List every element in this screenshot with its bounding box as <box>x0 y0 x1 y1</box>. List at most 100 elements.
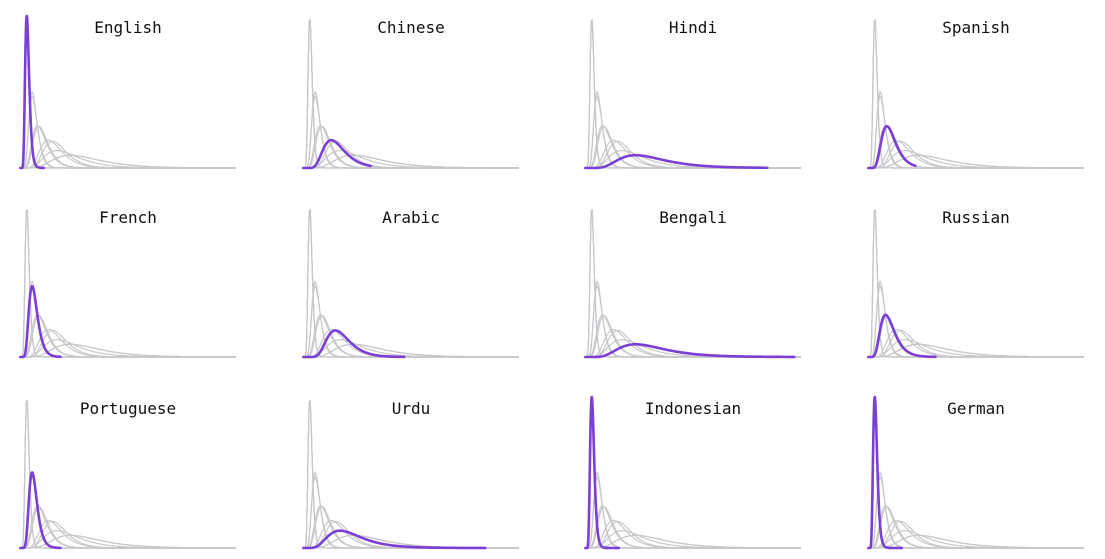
highlight-curve-indonesian <box>584 395 621 550</box>
background-curve-0 <box>20 209 236 358</box>
panel-title: Portuguese <box>80 399 176 418</box>
background-curve-3 <box>868 314 1084 358</box>
background-curve-7 <box>585 314 801 358</box>
background-curve-10 <box>585 400 801 549</box>
background-curve-8 <box>585 90 801 169</box>
background-curve-7 <box>868 125 1084 169</box>
highlight-curve-spanish <box>867 124 917 170</box>
background-curve-7 <box>303 125 519 169</box>
background-curve-4 <box>585 95 801 169</box>
background-curve-4 <box>20 475 236 549</box>
highlight-curve-bengali <box>584 343 796 359</box>
background-curve-11 <box>868 19 1084 169</box>
background-curve-4 <box>20 95 236 169</box>
background-curve-0 <box>303 400 519 549</box>
background-curve-11 <box>303 209 519 358</box>
background-curve-10 <box>303 19 519 169</box>
background-curve-10 <box>868 400 1084 549</box>
highlight-curve-german <box>867 395 904 550</box>
highlight-curve-arabic <box>302 329 406 359</box>
panel-title: German <box>947 399 1005 418</box>
background-curve-10 <box>303 400 519 549</box>
background-curve-0 <box>303 19 519 169</box>
background-curve-10 <box>868 209 1084 358</box>
highlight-curve-chinese <box>302 138 372 170</box>
highlight-curve-english <box>19 14 45 170</box>
background-curve-8 <box>585 470 801 549</box>
panel-title: Arabic <box>382 208 440 227</box>
background-curve-4 <box>303 284 519 358</box>
background-curve-0 <box>868 19 1084 169</box>
background-curve-7 <box>20 314 236 358</box>
background-curve-11 <box>303 400 519 549</box>
panel-title: Bengali <box>659 208 726 227</box>
panel-title: Hindi <box>669 18 717 37</box>
background-curve-11 <box>868 209 1084 358</box>
background-curve-7 <box>585 125 801 169</box>
background-curve-10 <box>868 19 1084 169</box>
panel-indonesian: Indonesian <box>584 395 801 550</box>
panel-portuguese: Portuguese <box>19 399 236 550</box>
background-curve-3 <box>585 125 801 169</box>
background-curve-4 <box>585 475 801 549</box>
panel-russian: Russian <box>867 208 1084 359</box>
background-curve-8 <box>303 90 519 169</box>
background-curve-0 <box>868 209 1084 358</box>
background-curve-4 <box>303 95 519 169</box>
background-curve-4 <box>303 475 519 549</box>
background-curve-11 <box>20 209 236 358</box>
background-curve-7 <box>303 314 519 358</box>
background-curve-8 <box>20 90 236 169</box>
background-curve-0 <box>20 400 236 549</box>
background-curve-7 <box>868 505 1084 549</box>
panel-urdu: Urdu <box>302 399 519 550</box>
background-curve-0 <box>585 209 801 358</box>
highlight-curve-portuguese <box>19 471 62 550</box>
panel-chinese: Chinese <box>302 18 519 170</box>
background-curve-0 <box>868 400 1084 549</box>
background-curve-0 <box>585 400 801 549</box>
highlight-curve-russian <box>867 313 937 359</box>
background-curve-8 <box>868 90 1084 169</box>
background-curve-3 <box>303 505 519 549</box>
panel-title: French <box>99 208 157 227</box>
background-curve-8 <box>868 470 1084 549</box>
background-curve-4 <box>585 284 801 358</box>
panel-french: French <box>19 208 236 359</box>
background-curve-3 <box>303 314 519 358</box>
panel-english: English <box>19 14 236 170</box>
panel-arabic: Arabic <box>302 208 519 359</box>
background-curve-0 <box>20 19 236 169</box>
background-curve-0 <box>303 209 519 358</box>
background-curve-7 <box>20 505 236 549</box>
panel-spanish: Spanish <box>867 18 1084 170</box>
panel-title: Russian <box>942 208 1009 227</box>
background-curve-3 <box>303 125 519 169</box>
background-curve-3 <box>20 125 236 169</box>
background-curve-11 <box>20 400 236 549</box>
background-curve-3 <box>20 505 236 549</box>
background-curve-8 <box>303 279 519 358</box>
background-curve-7 <box>585 505 801 549</box>
background-curve-11 <box>868 400 1084 549</box>
background-curve-4 <box>868 95 1084 169</box>
panel-title: English <box>94 18 161 37</box>
background-curve-8 <box>20 279 236 358</box>
panel-bengali: Bengali <box>584 208 801 359</box>
background-curve-4 <box>868 475 1084 549</box>
background-curve-4 <box>20 284 236 358</box>
background-curve-10 <box>585 209 801 358</box>
highlight-curve-hindi <box>584 153 769 170</box>
background-curve-7 <box>868 314 1084 358</box>
panel-title: Urdu <box>392 399 431 418</box>
panel-german: German <box>867 395 1084 550</box>
background-curve-10 <box>585 19 801 169</box>
background-curve-11 <box>585 209 801 358</box>
background-curve-3 <box>868 505 1084 549</box>
panel-hindi: Hindi <box>584 18 801 170</box>
background-curve-7 <box>303 505 519 549</box>
background-curve-11 <box>20 19 236 169</box>
background-curve-8 <box>585 279 801 358</box>
background-curve-8 <box>20 470 236 549</box>
